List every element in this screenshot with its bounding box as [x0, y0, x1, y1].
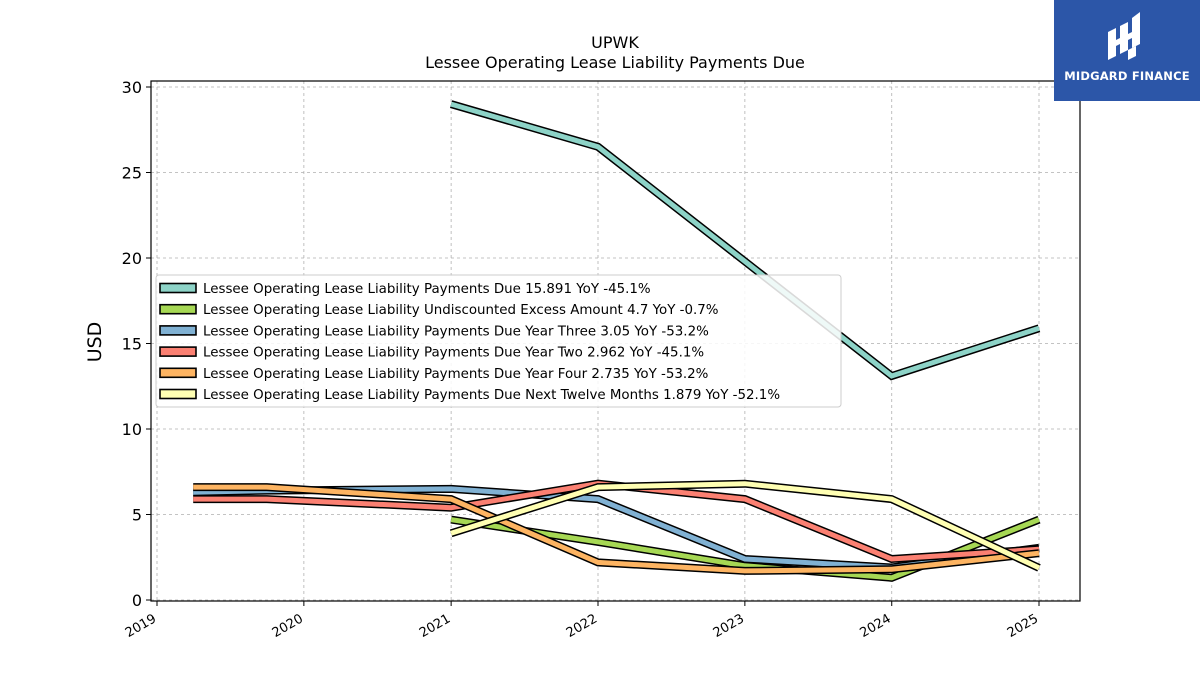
series-line-fill	[450, 101, 1040, 379]
legend-entry: Lessee Operating Lease Liability Payment…	[203, 388, 780, 403]
series-line	[193, 483, 1040, 575]
y-axis-label: USD	[84, 322, 106, 363]
y-tick-label: 0	[132, 591, 142, 610]
x-tick-label: 2022	[564, 611, 600, 641]
legend-swatch	[159, 282, 197, 294]
x-tick-label: 2023	[711, 611, 747, 641]
legend-swatch	[159, 325, 197, 336]
legend-entry: Lessee Operating Lease Liability Payment…	[203, 282, 651, 297]
plot-frame	[150, 80, 1081, 602]
y-tick-label: 20	[122, 249, 142, 268]
legend-swatch	[159, 346, 197, 357]
legend-entry: Lessee Operating Lease Liability Undisco…	[203, 303, 719, 318]
midgard-finance-logo: MIDGARD FINANCE	[1054, 0, 1200, 101]
y-tick-label: 10	[122, 420, 142, 439]
legend-entry: Lessee Operating Lease Liability Payment…	[203, 346, 704, 361]
legend-swatch	[159, 367, 197, 379]
series-line	[449, 479, 1041, 572]
brand-name: MIDGARD FINANCE	[1064, 69, 1190, 83]
x-tick-label: 2019	[123, 611, 159, 641]
legend-box	[155, 274, 842, 408]
legend-entry: Lessee Operating Lease Liability Payment…	[203, 367, 708, 382]
y-tick-label: 25	[122, 164, 142, 183]
legend: Lessee Operating Lease Liability Payment…	[155, 274, 842, 408]
y-tick-label: 5	[132, 506, 142, 525]
series-line	[449, 100, 1041, 381]
y-tick-label: 15	[122, 335, 142, 354]
legend-swatch	[159, 388, 197, 400]
midgard-logo-icon	[1108, 12, 1140, 60]
chart-title: UPWK	[591, 33, 639, 52]
x-tick-label: 2025	[1005, 611, 1041, 641]
series-line-fill	[193, 484, 1040, 574]
legend-entry: Lessee Operating Lease Liability Payment…	[203, 324, 709, 339]
chart-subtitle: Lessee Operating Lease Liability Payment…	[425, 53, 805, 72]
x-tick-label: 2020	[270, 611, 306, 641]
legend-swatch	[159, 303, 197, 315]
x-tick-label: 2021	[417, 611, 453, 641]
series-lines	[193, 100, 1041, 582]
series-line-fill	[450, 481, 1041, 571]
x-tick-label: 2024	[858, 611, 894, 641]
y-tick-label: 30	[122, 78, 142, 97]
